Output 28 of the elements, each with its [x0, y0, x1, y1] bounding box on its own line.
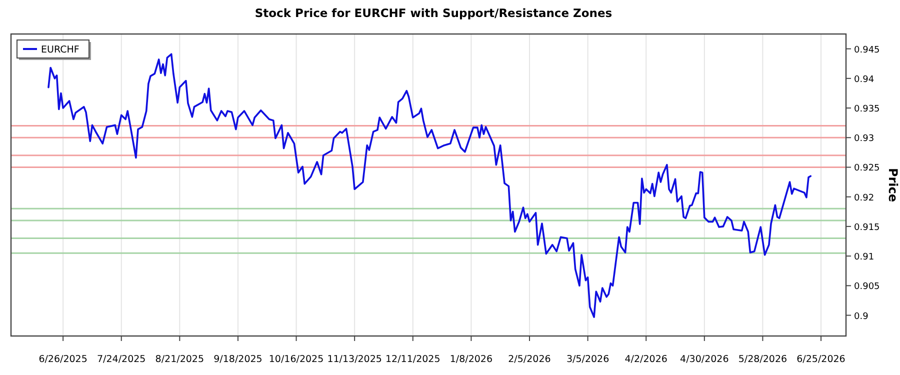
y-tick-label: 0.93	[854, 134, 874, 144]
y-tick-label: 0.92	[854, 193, 874, 204]
y-tick-label: 0.945	[854, 45, 880, 56]
y-tick-label: 0.94	[854, 74, 874, 85]
x-tick-label: 4/2/2026	[624, 354, 668, 365]
x-tick-label: 11/13/2025	[327, 354, 382, 365]
x-tick-label: 3/5/2026	[566, 354, 610, 365]
x-tick-label: 8/21/2025	[155, 354, 204, 365]
y-tick-label: 0.905	[854, 282, 880, 292]
x-tick-label: 1/8/2026	[450, 354, 493, 365]
x-tick-label: 10/16/2025	[268, 354, 324, 365]
line-series	[48, 53, 812, 318]
y-tick-label: 0.915	[854, 222, 880, 233]
y-axis-title: Price	[886, 168, 900, 202]
y-tick-label: 0.91	[854, 252, 874, 263]
x-tick-label: 9/18/2025	[214, 354, 262, 365]
x-tick-label: 7/24/2025	[97, 354, 146, 365]
x-tick-label: 4/30/2026	[680, 354, 729, 365]
legend-label: EURCHF	[41, 44, 80, 56]
x-tick-label: 6/25/2026	[796, 354, 846, 365]
y-tick-label: 0.935	[854, 104, 880, 115]
x-tick-label: 6/26/2025	[38, 354, 88, 365]
y-tick-label: 0.925	[854, 164, 880, 174]
y-tick-label: 0.9	[854, 312, 869, 322]
x-tick-label: 12/11/2025	[386, 354, 440, 365]
x-tick-label: 5/28/2026	[738, 354, 788, 365]
x-tick-label: 2/5/2026	[508, 354, 551, 365]
chart-title: Stock Price for EURCHF with Support/Resistance Zones	[254, 6, 612, 20]
